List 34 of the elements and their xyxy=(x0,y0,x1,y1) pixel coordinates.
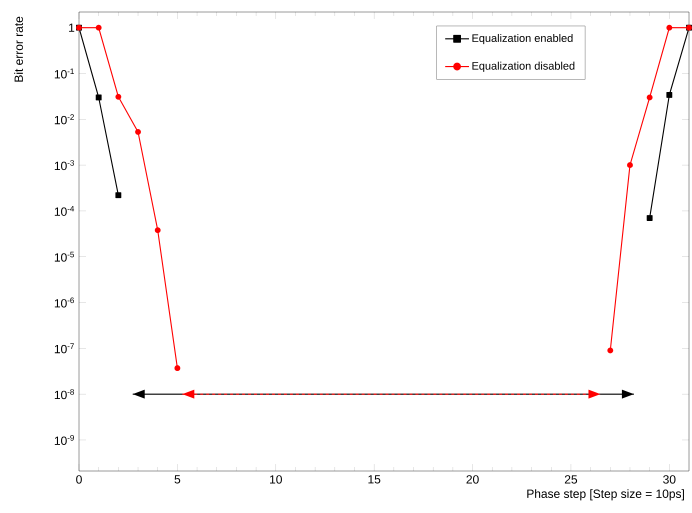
legend-label: Equalization disabled xyxy=(472,62,574,72)
y-tick-label: 10$^{-8}$ xyxy=(54,389,74,400)
y-tick-label: 10$^{-5}$ xyxy=(54,252,74,262)
point xyxy=(135,128,141,135)
x-tick-label: 0 xyxy=(76,475,82,484)
point xyxy=(646,94,653,100)
y-tick-label: 10$^{-6}$ xyxy=(54,298,74,308)
x-tick-label: 20 xyxy=(466,475,479,484)
y-tick-label: 10$^{-7}$ xyxy=(54,343,74,354)
x-tick-label: 5 xyxy=(174,475,180,484)
legend-label: Equalization enabled xyxy=(472,34,573,44)
point xyxy=(174,365,180,372)
point xyxy=(646,215,653,221)
point xyxy=(115,94,122,100)
point xyxy=(666,24,672,31)
y-tick-label: 10$^{-2}$ xyxy=(54,114,74,124)
y-tick-label: 10$^{-4}$ xyxy=(54,206,74,216)
point xyxy=(607,347,614,354)
x-tick-label: 15 xyxy=(368,475,380,484)
x-tick-label: 25 xyxy=(564,475,578,484)
point xyxy=(96,94,102,100)
x-axis-title: Phase step [Step size = 10ps] xyxy=(527,489,684,500)
y-tick-label: 10$^{-3}$ xyxy=(54,160,74,170)
point xyxy=(96,24,102,31)
point xyxy=(666,92,672,98)
x-tick-label: 30 xyxy=(663,475,676,484)
point xyxy=(627,162,633,168)
y-tick-label: 1 xyxy=(69,24,74,32)
x-tick-label: 10 xyxy=(270,475,282,484)
y-tick-label: 10$^{-1}$ xyxy=(54,68,74,78)
y-tick-label: 10$^{-9}$ xyxy=(54,434,74,445)
point xyxy=(115,192,122,198)
point xyxy=(154,227,161,234)
y-axis-title: Bit error rate xyxy=(14,16,23,82)
